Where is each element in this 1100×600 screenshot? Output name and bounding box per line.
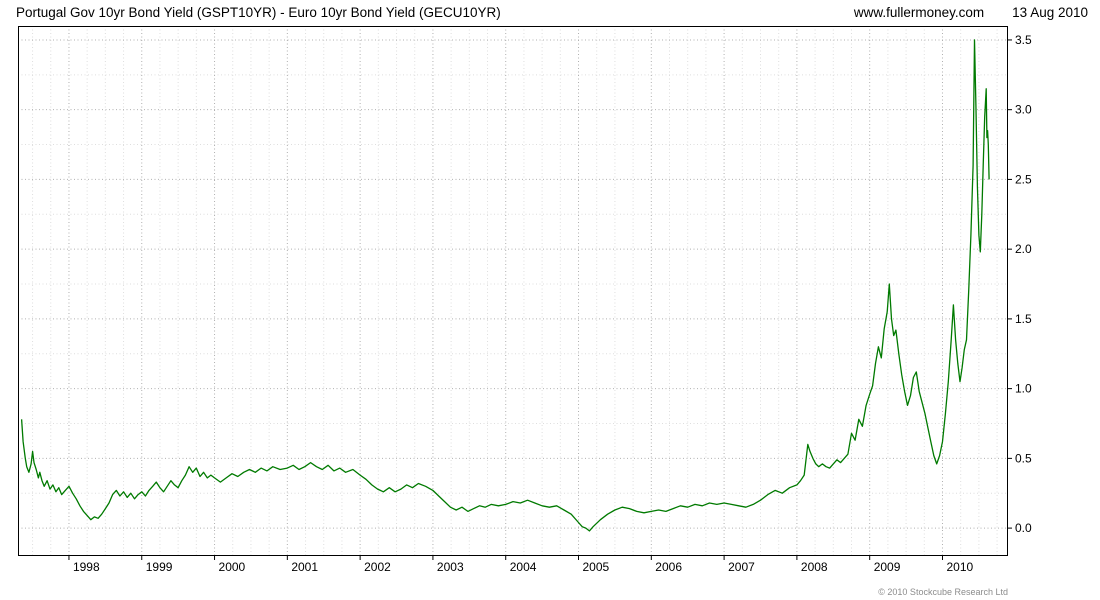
x-axis-tick-label: 2008 (801, 560, 828, 574)
x-axis-tick-label: 2006 (655, 560, 682, 574)
website-label: www.fullermoney.com (853, 5, 985, 20)
x-axis-tick-label: 2005 (583, 560, 610, 574)
y-axis-tick-label: 2.0 (1015, 242, 1032, 256)
y-axis-tick-label: 2.5 (1015, 172, 1032, 186)
date-label: 13 Aug 2010 (1012, 5, 1088, 20)
x-axis-tick-label: 2003 (437, 560, 464, 574)
x-axis-tick-label: 1999 (146, 560, 173, 574)
x-axis-tick-label: 2010 (946, 560, 973, 574)
chart-header: Portugal Gov 10yr Bond Yield (GSPT10YR) … (0, 0, 1100, 20)
x-axis-tick-label: 2009 (874, 560, 901, 574)
plot-border (18, 26, 1008, 556)
y-axis-tick-label: 0.0 (1015, 521, 1032, 535)
y-axis-tick-label: 1.5 (1015, 312, 1032, 326)
chart-plot: 1998 1999 2000 2001 2002 2003 2004 2005 2006 2007… (18, 26, 1032, 574)
y-axis-tick-label: 0.5 (1015, 451, 1032, 465)
x-axis-tick-label: 2004 (510, 560, 537, 574)
x-axis-tick-label: 1998 (73, 560, 100, 574)
copyright-label: © 2010 Stockcube Research Ltd (878, 587, 1008, 597)
series-line (20, 39, 990, 532)
y-axis-tick-label: 3.0 (1015, 103, 1032, 117)
x-axis-tick-label: 2001 (291, 560, 318, 574)
y-axis-tick-label: 1.0 (1015, 382, 1032, 396)
y-axis-tick-label: 3.5 (1015, 33, 1032, 47)
x-axis-tick-label: 2002 (364, 560, 391, 574)
x-axis-tick-label: 2007 (728, 560, 755, 574)
x-axis-tick-label: 2000 (219, 560, 246, 574)
chart-title: Portugal Gov 10yr Bond Yield (GSPT10YR) … (16, 5, 501, 20)
